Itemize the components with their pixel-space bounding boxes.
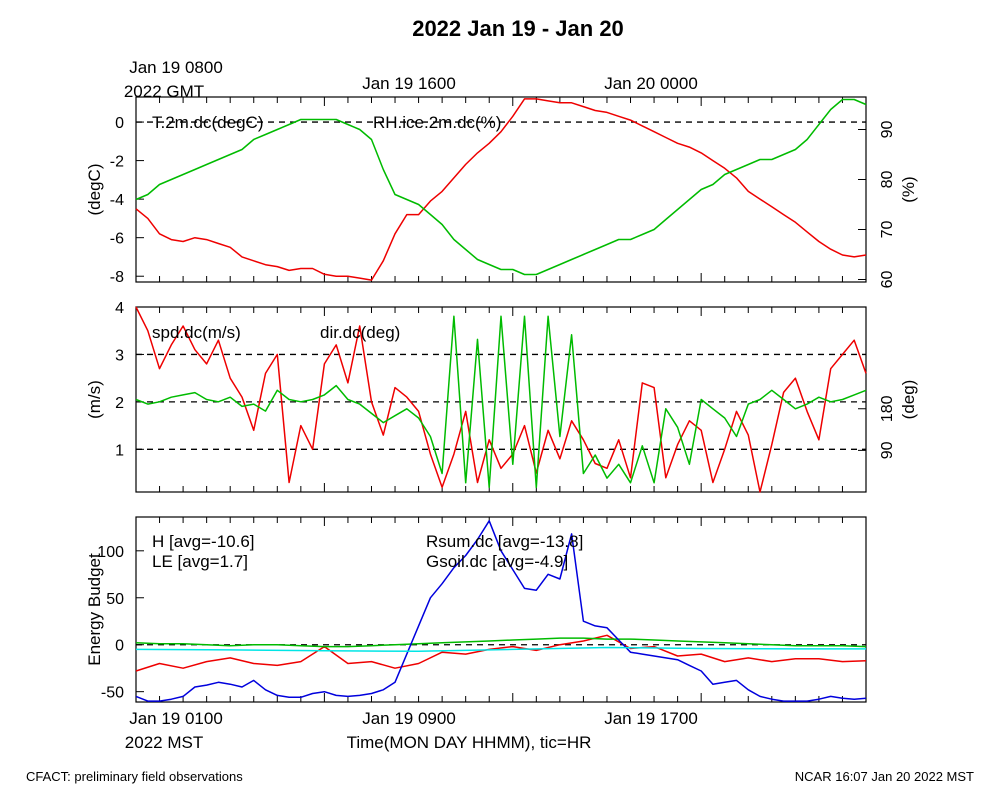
panel-3-frame: [135, 516, 867, 703]
footer-left: CFACT: preliminary field observations: [26, 769, 243, 784]
panel-1-y-axis-label: (degC): [85, 164, 104, 216]
panel-1-legend-2: RH.ice.2m.dc(%): [373, 113, 501, 132]
panel-3-y-axis-label: Energy Budget: [85, 553, 104, 666]
panel-2-series-2-line: [135, 315, 867, 489]
panel-1-ytick-label: 0: [115, 115, 124, 132]
panel-1-y2tick-label: 70: [879, 221, 896, 239]
panel-3-ytick-label: 100: [97, 544, 124, 561]
panel-3-series-4-line: [135, 646, 866, 653]
panel-1-frame: [135, 96, 867, 283]
panel-1-ytick-label: -6: [110, 231, 124, 248]
bottom-time-first-line1: Jan 19 0100: [129, 709, 223, 728]
top-time-first-line1: Jan 19 0800: [129, 58, 223, 77]
panel-3-series-3-line: [135, 520, 867, 702]
panel-3-series-2-line: [135, 637, 867, 648]
panel-2-y2-axis-label: (deg): [899, 380, 918, 420]
panel-2-ytick-label: 4: [115, 300, 124, 317]
panel-3-legend-2: LE [avg=1.7]: [152, 552, 248, 571]
bottom-time-label-1: Jan 19 0900: [362, 709, 456, 728]
panel-2-ytick-label: 1: [115, 442, 124, 459]
panel-2-y2tick-label: 90: [879, 441, 896, 459]
bottom-time-label-2: Jan 19 1700: [604, 709, 698, 728]
panel-3-ytick-label: 0: [115, 638, 124, 655]
panel-3-legend-4: Gsoil.dc [avg=-4.9]: [426, 552, 568, 571]
panel-2-legend-1: spd.dc(m/s): [152, 323, 241, 342]
panel-3-ytick-label: -50: [101, 685, 124, 702]
panel-1-series-2-line: [135, 98, 867, 276]
bottom-time-first-line2: 2022 MST: [125, 733, 203, 752]
panel-3-legend-1: H [avg=-10.6]: [152, 532, 255, 551]
top-time-first-line2: 2022 GMT: [124, 82, 204, 101]
x-axis-label: Time(MON DAY HHMM), tic=HR: [347, 733, 592, 752]
panel-1-y2tick-label: 60: [879, 271, 896, 289]
panel-2-ytick-label: 3: [115, 347, 124, 364]
panel-1-series-1-line: [135, 98, 867, 281]
panel-1-legend-1: T.2m.dc(degC): [152, 113, 263, 132]
panel-3-legend-3: Rsum.dc [avg=-13.8]: [426, 532, 583, 551]
panel-2-legend-2: dir.dc(deg): [320, 323, 400, 342]
chart-title: 2022 Jan 19 - Jan 20: [412, 16, 624, 41]
panel-1-y2tick-label: 90: [879, 121, 896, 139]
top-time-label-2: Jan 20 0000: [604, 74, 698, 93]
panel-2-frame: [135, 306, 867, 493]
panel-2-series-1-line: [135, 306, 867, 493]
panel-2-y2tick-label: 180: [879, 395, 896, 422]
panel-1-ytick-label: -8: [110, 269, 124, 286]
footer-right: NCAR 16:07 Jan 20 2022 MST: [795, 769, 974, 784]
panel-1-y2-axis-label: (%): [899, 176, 918, 202]
panel-1-y2tick-label: 80: [879, 171, 896, 189]
panel-2-ytick-label: 2: [115, 395, 124, 412]
panel-1-ytick-label: -4: [110, 192, 124, 209]
panel-2-y-axis-label: (m/s): [85, 380, 104, 419]
panel-3-series-1-line: [135, 634, 867, 672]
panel-1-ytick-label: -2: [110, 154, 124, 171]
panel-3-ytick-label: 50: [106, 591, 124, 608]
top-time-label-1: Jan 19 1600: [362, 74, 456, 93]
